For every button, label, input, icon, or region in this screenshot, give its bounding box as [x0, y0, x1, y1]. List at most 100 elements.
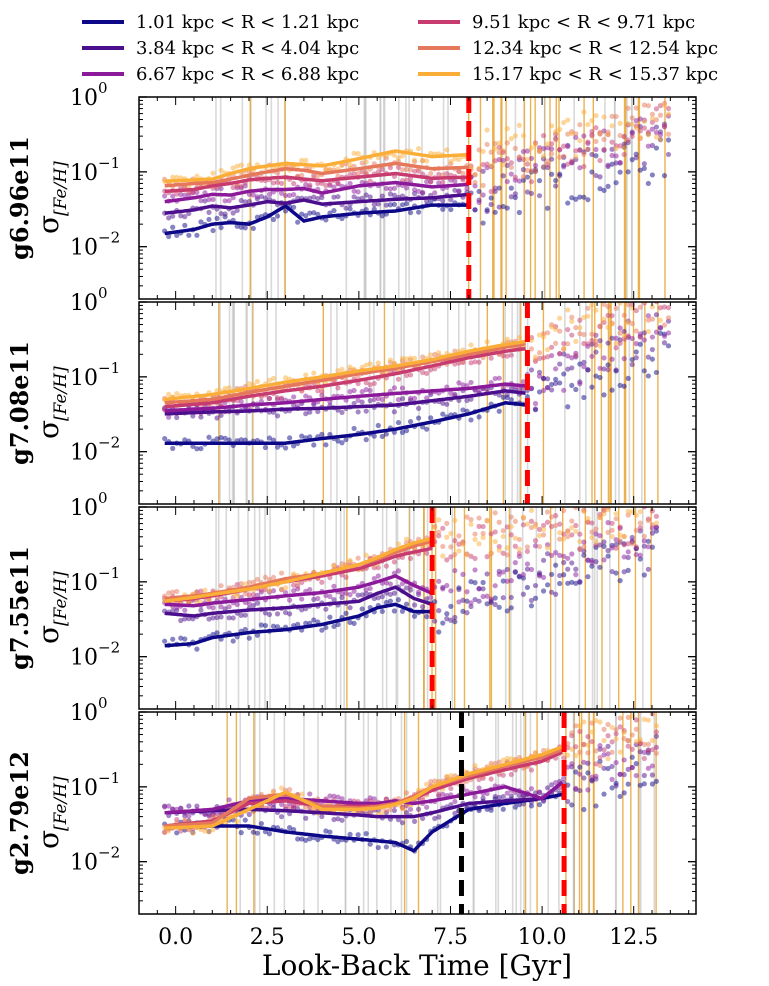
data-point: [532, 162, 539, 168]
data-point: [218, 224, 224, 231]
data-point: [609, 146, 615, 152]
data-point: [609, 533, 615, 540]
data-point: [629, 361, 635, 368]
data-point: [597, 762, 603, 768]
data-point: [613, 516, 619, 522]
data-point: [649, 172, 655, 178]
data-point: [633, 717, 639, 723]
data-point: [633, 544, 639, 550]
data-point: [569, 518, 575, 524]
data-point: [420, 604, 426, 610]
data-point: [553, 380, 559, 386]
data-point: [601, 187, 607, 193]
data-point: [299, 172, 305, 178]
data-point: [411, 355, 418, 361]
data-point: [621, 569, 627, 575]
data-point: [524, 566, 531, 572]
data-point: [601, 726, 607, 732]
data-point: [448, 617, 454, 623]
data-point: [476, 414, 482, 420]
data-point: [444, 557, 450, 563]
data-point: [351, 387, 357, 394]
data-point: [645, 741, 651, 747]
data-point: [492, 601, 498, 608]
data-point: [653, 750, 660, 756]
data-point: [448, 158, 454, 165]
data-point: [174, 414, 180, 421]
data-point: [512, 191, 518, 197]
data-point: [577, 137, 583, 144]
data-point: [488, 355, 494, 361]
data-point: [613, 367, 619, 373]
data-point: [593, 526, 599, 532]
data-point: [601, 392, 607, 398]
data-point: [363, 831, 369, 837]
data-point: [653, 134, 660, 140]
data-point: [617, 169, 623, 175]
series-line: [164, 339, 526, 402]
data-point: [206, 216, 212, 223]
data-point: [480, 182, 486, 189]
data-point: [496, 149, 502, 156]
data-point: [399, 202, 406, 208]
data-point: [464, 610, 470, 616]
data-point: [657, 112, 664, 118]
data-point: [476, 515, 482, 521]
data-point: [480, 579, 486, 586]
data-point: [162, 435, 168, 442]
data-point: [242, 199, 248, 205]
data-point: [577, 194, 583, 200]
data-point: [653, 528, 660, 534]
data-point: [573, 566, 579, 572]
data-point: [617, 538, 623, 544]
data-point: [633, 739, 639, 745]
data-point: [218, 614, 224, 620]
data-point: [500, 173, 506, 179]
data-point: [609, 785, 615, 791]
data-point: [589, 384, 595, 390]
data-point: [504, 178, 510, 185]
data-point: [613, 345, 619, 351]
data-point: [549, 571, 555, 578]
data-point: [589, 774, 595, 780]
data-point: [609, 152, 615, 159]
data-point: [653, 733, 660, 739]
data-point: [363, 587, 369, 593]
data-point: [605, 743, 611, 749]
data-point: [383, 431, 389, 437]
data-point: [395, 817, 402, 823]
data-point: [581, 151, 587, 157]
data-point: [573, 580, 579, 586]
data-point: [399, 820, 406, 826]
data-point: [665, 111, 672, 117]
data-point: [311, 210, 317, 216]
data-point: [190, 443, 196, 449]
data-point: [238, 612, 244, 618]
data-point: [549, 514, 555, 520]
data-point: [238, 580, 244, 587]
data-point: [355, 151, 361, 157]
data-point: [625, 512, 631, 518]
data-point: [395, 397, 402, 403]
data-point: [613, 145, 619, 152]
data-point: [266, 191, 273, 197]
data-point: [549, 141, 555, 147]
data-point: [581, 133, 587, 139]
data-point: [573, 352, 579, 359]
data-point: [254, 592, 260, 598]
data-point: [597, 542, 603, 548]
data-point: [557, 552, 563, 558]
data-point: [569, 551, 575, 557]
data-point: [375, 201, 381, 207]
data-point: [553, 376, 559, 382]
data-point: [391, 409, 398, 415]
data-point: [331, 194, 337, 200]
data-point: [315, 408, 321, 415]
series-line: [164, 574, 433, 608]
data-point: [254, 378, 260, 384]
data-point: [367, 841, 373, 847]
data-point: [520, 133, 527, 139]
data-point: [605, 131, 611, 138]
data-point: [403, 536, 410, 542]
data-point: [190, 413, 196, 419]
